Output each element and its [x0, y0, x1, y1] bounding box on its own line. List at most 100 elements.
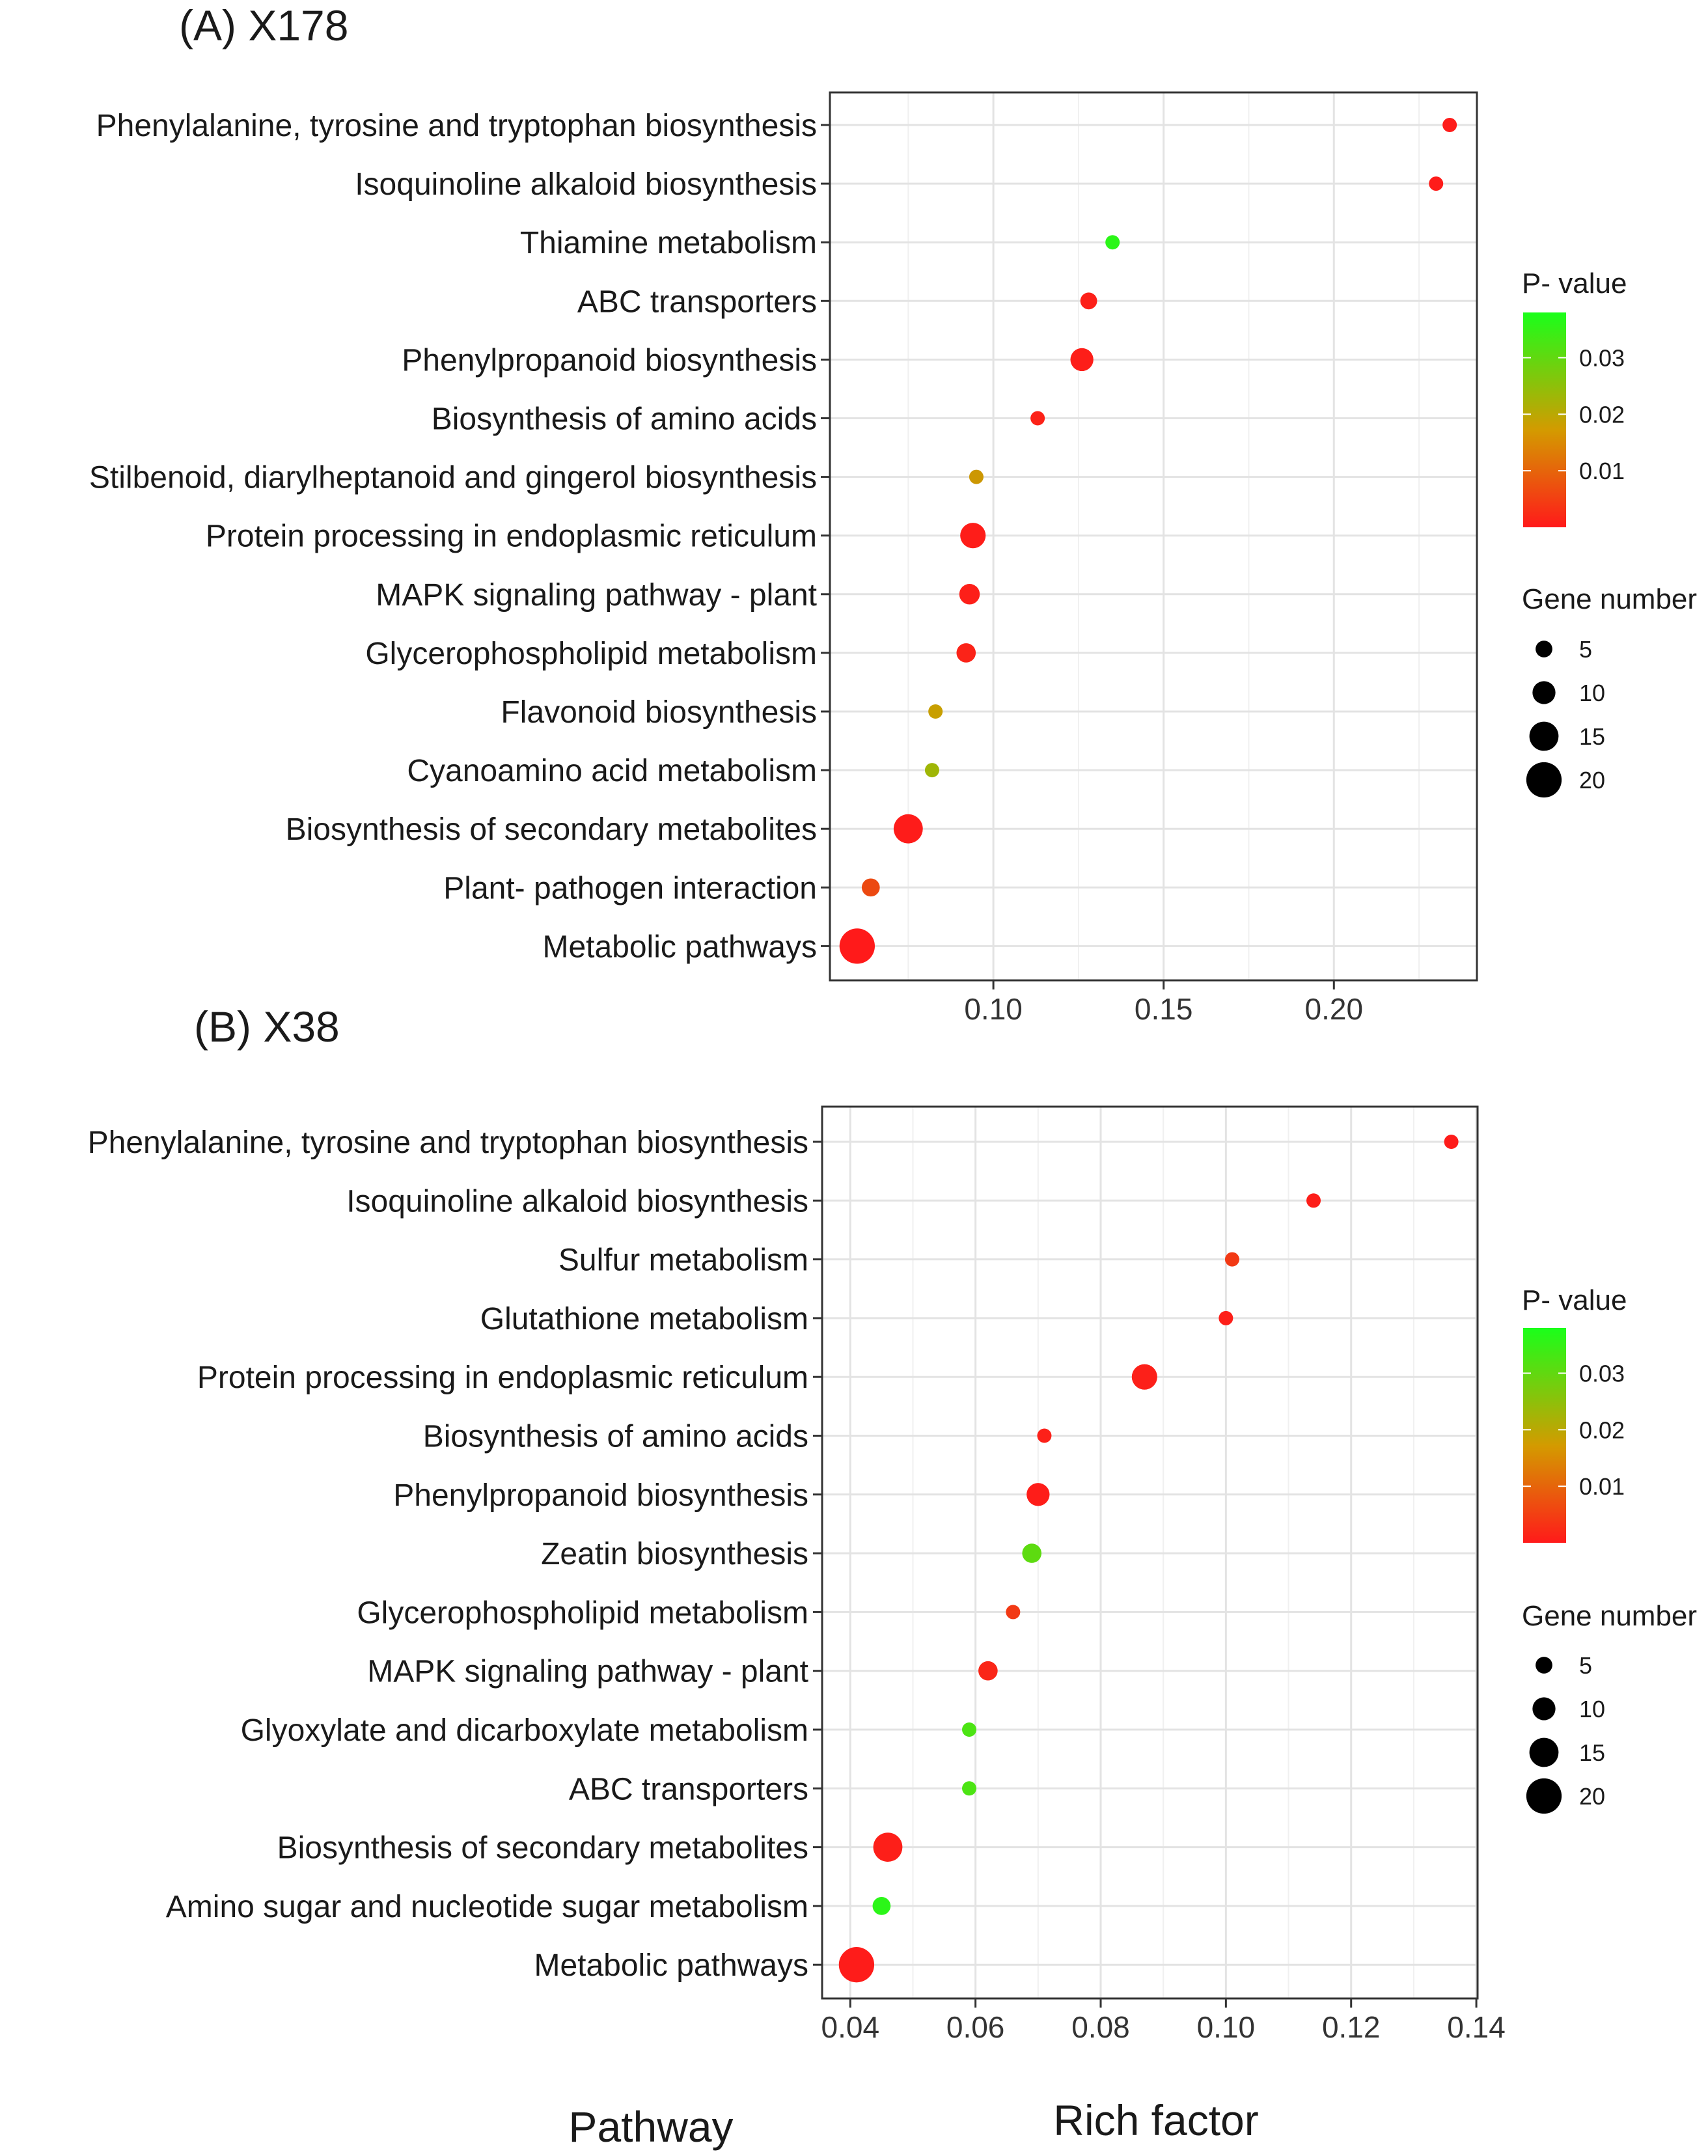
size-legend-dot — [1529, 721, 1559, 751]
pathway-label: Amino sugar and nucleotide sugar metabol… — [166, 1890, 808, 1924]
pathway-point — [1026, 1483, 1050, 1506]
pathway-label: Metabolic pathways — [542, 930, 817, 964]
pathway-point — [839, 928, 875, 964]
panel-a-x-tick-labels: 0.10 0.15 0.20 — [964, 992, 1363, 1026]
pathway-label: Phenylpropanoid biosynthesis — [393, 1478, 808, 1513]
color-bar-tick-label: 0.02 — [1579, 1417, 1625, 1443]
pathway-label: MAPK signaling pathway - plant — [367, 1655, 808, 1689]
panel-b: (B) X38 Phenylalanine, tyrosine and tryp… — [88, 1002, 1697, 2044]
pathway-label: Isoquinoline alkaloid biosynthesis — [346, 1184, 808, 1219]
pathway-point — [962, 1722, 977, 1737]
size-legend-dot — [1532, 681, 1556, 704]
pathway-label: Glycerophospholipid metabolism — [357, 1596, 808, 1630]
size-legend-dot — [1529, 1737, 1559, 1767]
pathway-point — [1070, 348, 1094, 372]
pathway-label: Metabolic pathways — [534, 1948, 808, 1983]
x-tick-label: 0.10 — [964, 992, 1023, 1026]
pathway-point — [928, 704, 943, 719]
panel-a-color-legend: P- value 0.01 0.02 0.03 — [1522, 268, 1627, 527]
pathway-point — [960, 523, 986, 549]
x-tick-label: 0.20 — [1305, 992, 1364, 1026]
x-tick-label: 0.04 — [821, 2010, 880, 2044]
panel-a-points — [839, 118, 1457, 964]
pathway-point — [969, 469, 984, 484]
x-tick-label: 0.15 — [1135, 992, 1193, 1026]
pathway-label: Biosynthesis of amino acids — [432, 402, 817, 437]
x-tick-label: 0.10 — [1197, 2010, 1256, 2044]
size-legend-label: 15 — [1579, 723, 1605, 750]
panel-b-points — [838, 1135, 1459, 1983]
color-bar-tick-label: 0.01 — [1579, 458, 1625, 484]
size-legend-dot — [1536, 1657, 1552, 1674]
pathway-point — [1105, 235, 1120, 250]
panel-a-size-legend-title: Gene number — [1522, 583, 1697, 615]
panel-b-size-legend: Gene number 5 10 15 20 — [1522, 1600, 1697, 1814]
pathway-label: Biosynthesis of secondary metabolites — [286, 812, 817, 847]
pathway-label: Biosynthesis of amino acids — [423, 1420, 808, 1454]
pathway-label: Phenylalanine, tyrosine and tryptophan b… — [96, 109, 817, 143]
pathway-label: MAPK signaling pathway - plant — [376, 578, 817, 613]
size-legend-dot — [1526, 762, 1562, 798]
panel-b-border — [821, 1105, 1479, 2000]
pathway-point — [1037, 1428, 1052, 1443]
pathway-point — [838, 1947, 875, 1983]
pathway-label: Glycerophospholipid metabolism — [365, 637, 817, 671]
size-legend-label: 10 — [1579, 1696, 1605, 1722]
pathway-label: Glutathione metabolism — [480, 1302, 808, 1336]
panel-a-title: (A) X178 — [179, 1, 348, 49]
pathway-label: Phenylalanine, tyrosine and tryptophan b… — [88, 1126, 808, 1160]
pathway-point — [956, 643, 976, 663]
pathway-point — [1224, 1252, 1239, 1267]
pathway-label: Stilbenoid, diarylheptanoid and gingerol… — [89, 461, 817, 495]
size-legend-dot — [1532, 1697, 1556, 1721]
pathway-label: Isoquinoline alkaloid biosynthesis — [355, 167, 817, 202]
pathway-point — [893, 814, 923, 844]
pathway-point — [924, 763, 939, 778]
panel-a-color-legend-title: P- value — [1522, 268, 1627, 299]
color-bar-tick-label: 0.03 — [1579, 1360, 1625, 1387]
panel-b-title: (B) X38 — [194, 1002, 340, 1051]
pathway-label: Zeatin biosynthesis — [541, 1537, 808, 1571]
size-legend-dot — [1536, 641, 1552, 657]
panel-a-color-bar — [1523, 312, 1566, 527]
panel-b-grid — [813, 1107, 1478, 2008]
pathway-label: Sulfur metabolism — [558, 1243, 808, 1278]
color-bar-tick-label: 0.03 — [1579, 344, 1625, 371]
x-tick-label: 0.06 — [946, 2010, 1005, 2044]
pathway-point — [1022, 1543, 1042, 1563]
size-legend-dot — [1526, 1778, 1562, 1814]
panel-b-color-legend: P- value 0.01 0.02 0.03 — [1522, 1284, 1627, 1543]
x-tick-label: 0.08 — [1071, 2010, 1130, 2044]
pathway-point — [873, 1832, 903, 1862]
panel-a-border — [829, 91, 1478, 982]
pathway-label: Phenylpropanoid biosynthesis — [402, 343, 817, 378]
pathway-label: Protein processing in endoplasmic reticu… — [197, 1361, 808, 1395]
panel-a-size-keys: 5 10 15 20 — [1526, 636, 1605, 798]
panel-a-size-legend: Gene number 5 10 15 20 — [1522, 583, 1697, 798]
pathway-point — [959, 584, 980, 605]
pathway-point — [1006, 1605, 1021, 1620]
pathway-point — [1306, 1193, 1321, 1208]
pathway-point — [1444, 1135, 1459, 1149]
pathway-label: Protein processing in endoplasmic reticu… — [206, 519, 817, 554]
pathway-label: Glyoxylate and dicarboxylate metabolism — [241, 1713, 808, 1748]
panel-a-color-ticks: 0.01 0.02 0.03 — [1523, 344, 1625, 484]
pathway-point — [962, 1781, 977, 1796]
color-bar-tick-label: 0.01 — [1579, 1473, 1625, 1500]
y-axis-title: Pathway — [568, 2103, 733, 2151]
panel-b-size-legend-title: Gene number — [1522, 1600, 1697, 1632]
pathway-point — [1219, 1310, 1233, 1325]
x-tick-label: 0.14 — [1447, 2010, 1506, 2044]
pathway-point — [1131, 1364, 1157, 1390]
pathway-point — [861, 878, 880, 897]
pathway-label: Biosynthesis of secondary metabolites — [277, 1831, 808, 1866]
pathway-label: Cyanoamino acid metabolism — [407, 754, 817, 788]
pathway-label: Thiamine metabolism — [520, 226, 817, 260]
pathway-point — [1030, 411, 1045, 426]
size-legend-label: 20 — [1579, 1783, 1605, 1810]
pathway-point — [978, 1661, 998, 1681]
panel-b-x-tick-labels: 0.04 0.06 0.08 0.10 0.12 0.14 — [821, 2010, 1506, 2044]
size-legend-label: 5 — [1579, 1652, 1592, 1679]
panel-b-category-labels: Phenylalanine, tyrosine and tryptophan b… — [88, 1126, 808, 1983]
panel-b-color-ticks: 0.01 0.02 0.03 — [1523, 1360, 1625, 1500]
